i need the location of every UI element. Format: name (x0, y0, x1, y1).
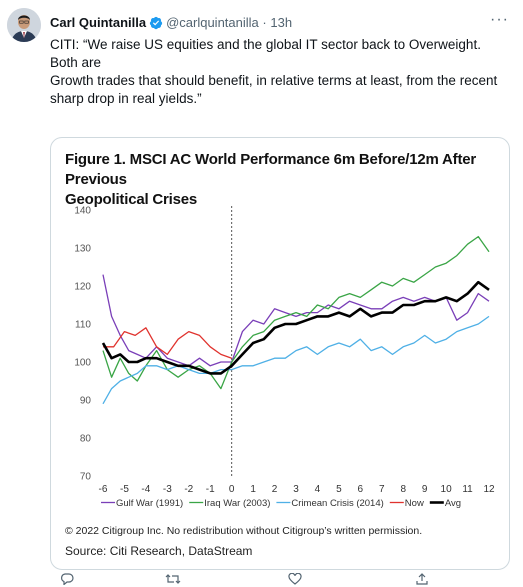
y-tick-label: 130 (74, 244, 91, 255)
avatar-image (7, 8, 41, 42)
x-tick-label: 5 (336, 484, 342, 495)
like-icon[interactable] (288, 573, 302, 585)
x-tick-label: 12 (483, 484, 495, 495)
tweet-text-line: sharp drop in real yields.” (50, 91, 202, 106)
series-line-avg (101, 280, 490, 375)
x-tick-label: -6 (99, 484, 108, 495)
tweet-text-line: CITI: “We raise US equities and the glob… (50, 37, 481, 70)
x-tick-label: 1 (250, 484, 256, 495)
avatar[interactable] (7, 8, 41, 42)
author-handle[interactable]: @carlquintanilla (166, 15, 259, 30)
x-tick-label: -3 (163, 484, 172, 495)
tweet-header: Carl Quintanilla @carlquintanilla · 13h (50, 13, 503, 33)
x-tick-label: 6 (358, 484, 364, 495)
separator-dot: · (262, 15, 267, 30)
tweet-text-line: Growth trades that should benefit, in re… (50, 73, 498, 88)
chart-footnote: © 2022 Citigroup Inc. No redistribution … (65, 525, 423, 537)
tweet-text: CITI: “We raise US equities and the glob… (50, 36, 510, 108)
tweet-actions (50, 573, 450, 587)
y-tick-label: 140 (74, 206, 91, 217)
x-tick-label: -4 (141, 484, 150, 495)
chart-title: Figure 1. MSCI AC World Performance 6m B… (65, 150, 495, 210)
x-tick-label: -2 (184, 484, 193, 495)
y-tick-label: 70 (80, 472, 92, 483)
y-tick-label: 100 (74, 358, 91, 369)
chart-title-line: Geopolitical Crises (65, 191, 198, 208)
series-line-crimean-crisis-2014 (102, 315, 490, 405)
x-tick-label: -5 (120, 484, 129, 495)
y-tick-label: 90 (80, 396, 92, 407)
legend-label: Now (405, 498, 424, 509)
chart-title-line: Figure 1. MSCI AC World Performance 6m B… (65, 151, 477, 188)
x-tick-label: 10 (441, 484, 453, 495)
y-tick-label: 110 (75, 320, 91, 331)
chart-source: Source: Citi Research, DataStream (65, 544, 253, 558)
x-tick-label: -1 (206, 484, 215, 495)
tweet-media-image[interactable]: Figure 1. MSCI AC World Performance 6m B… (50, 137, 510, 570)
x-tick-label: 9 (422, 484, 428, 495)
x-tick-label: 7 (379, 484, 385, 495)
tweet-timestamp[interactable]: 13h (270, 15, 293, 30)
legend-label: Gulf War (1991) (116, 498, 183, 509)
x-tick-label: 4 (315, 484, 321, 495)
author-name[interactable]: Carl Quintanilla (50, 15, 147, 30)
verified-badge-icon (149, 16, 163, 36)
legend-label: Crimean Crisis (2014) (291, 498, 383, 509)
x-tick-label: 3 (293, 484, 299, 495)
retweet-icon[interactable] (165, 573, 181, 585)
reply-icon[interactable] (60, 573, 74, 585)
legend-label: Avg (445, 498, 461, 509)
legend-label: Iraq War (2003) (204, 498, 270, 509)
series-line-gulf-war-1991 (102, 274, 490, 367)
series-line-iraq-war-2003 (102, 235, 490, 390)
x-tick-label: 11 (462, 484, 473, 495)
more-icon[interactable]: ··· (490, 11, 509, 28)
y-tick-label: 120 (74, 282, 91, 293)
y-tick-label: 80 (80, 434, 92, 445)
series-line-now (103, 327, 232, 359)
x-tick-label: 8 (400, 484, 406, 495)
x-tick-label: 0 (229, 484, 235, 495)
x-tick-label: 2 (272, 484, 278, 495)
share-icon[interactable] (416, 573, 428, 585)
